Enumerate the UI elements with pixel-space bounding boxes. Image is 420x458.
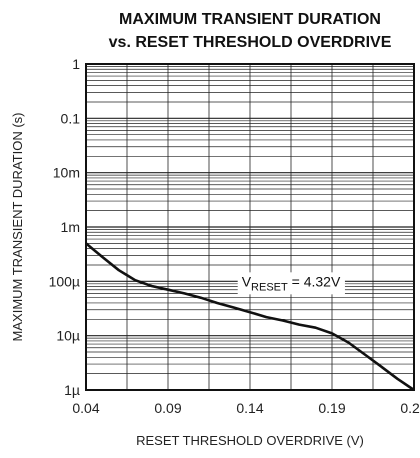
y-tick-label: 1µ [64, 382, 80, 398]
x-axis-label: RESET THRESHOLD OVERDRIVE (V) [136, 433, 364, 448]
annotation-main: V [242, 273, 252, 289]
y-tick-label: 1m [61, 219, 80, 235]
x-tick-label: 0.04 [72, 400, 99, 416]
y-tick-label: 1 [72, 56, 80, 72]
x-tick-label: 0.09 [154, 400, 181, 416]
plot-frame [85, 63, 415, 391]
x-tick-label: 0.19 [318, 400, 345, 416]
series-line-vreset-4.32v [85, 242, 415, 392]
x-tick-label: 0.24 [400, 400, 420, 416]
annotation-suffix: = 4.32V [288, 273, 341, 289]
y-axis-label: MAXIMUM TRANSIENT DURATION (s) [10, 113, 25, 342]
annotation-subscript: RESET [251, 281, 288, 293]
y-tick-label: 100µ [49, 273, 80, 289]
x-tick-labels: 0.04 0.09 0.14 0.19 0.24 [72, 400, 420, 416]
grid [86, 64, 414, 391]
y-tick-label: 10m [53, 165, 80, 181]
y-tick-labels: 1 0.1 10m 1m 100µ 10µ 1µ [49, 56, 81, 398]
y-tick-label: 0.1 [61, 110, 81, 126]
chart-title-line1: MAXIMUM TRANSIENT DURATION [119, 11, 381, 28]
annotation-background [237, 272, 345, 295]
curve-annotation: VRESET = 4.32V [237, 272, 345, 295]
chart-title-line2: vs. RESET THRESHOLD OVERDRIVE [109, 34, 392, 51]
y-tick-label: 10µ [56, 328, 80, 344]
x-tick-label: 0.14 [236, 400, 263, 416]
annotation-text: VRESET = 4.32V [242, 273, 341, 293]
